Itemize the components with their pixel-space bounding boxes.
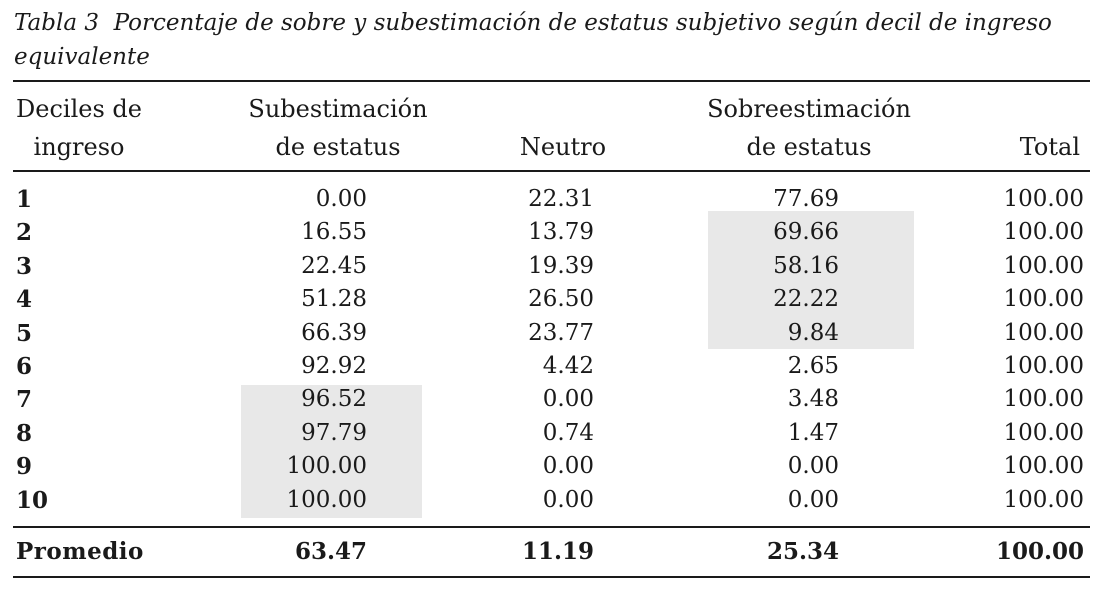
cell-total: 100.00: [1003, 319, 1084, 346]
header-sub-line1: Subestimación: [248, 95, 428, 123]
cell-neutro: 0.00: [542, 453, 594, 480]
cell-subestimacion: 16.55: [301, 219, 367, 246]
table-row: 6 92.92 4.42 2.65 100.00: [0, 350, 1100, 383]
cell-subestimacion: 0.00: [315, 186, 367, 212]
cell-sobreestimacion: 3.48: [787, 386, 839, 413]
header-neutro-label: Neutro: [519, 133, 607, 161]
cell-subestimacion: 92.92: [301, 352, 367, 379]
header-neutro: Neutro: [500, 128, 626, 166]
cell-subestimacion: 97.79: [301, 419, 367, 446]
table-row: 7 96.52 0.00 3.48 100.00: [0, 383, 1100, 416]
header-sobreestimacion: Sobreestimación de estatus: [692, 90, 926, 166]
table-row: 2 16.55 13.79 69.66 100.00: [0, 216, 1100, 249]
cell-subestimacion: 22.45: [301, 252, 367, 279]
cell-total: 100.00: [1003, 186, 1084, 212]
cell-decile: 10: [16, 486, 49, 514]
cell-subestimacion: 100.00: [286, 453, 367, 480]
table-row: 4 51.28 26.50 22.22 100.00: [0, 283, 1100, 316]
caption-text: Porcentaje de sobre y subestimación de e…: [14, 10, 1052, 70]
cell-decile: 8: [16, 419, 33, 447]
caption-label: Tabla 3: [14, 10, 100, 36]
cell-total: 100.00: [1003, 219, 1084, 246]
cell-decile: 9: [16, 453, 33, 481]
highlight-sobreestimacion: [708, 211, 914, 349]
cell-total: 100.00: [1003, 486, 1084, 513]
bottom-rule: [13, 576, 1090, 578]
header-deciles: Deciles de ingreso: [14, 90, 144, 166]
cell-decile: 5: [16, 319, 33, 347]
header-deciles-line2: ingreso: [33, 133, 125, 161]
top-rule: [13, 80, 1090, 82]
table-row: 8 97.79 0.74 1.47 100.00: [0, 417, 1100, 450]
cell-neutro: 26.50: [528, 286, 594, 313]
table-row: 1 0.00 22.31 77.69 100.00: [0, 183, 1100, 216]
cell-neutro: 23.77: [528, 319, 594, 346]
cell-neutro: 4.42: [542, 352, 594, 379]
summary-sobreestimacion: 25.34: [766, 538, 839, 565]
highlight-subestimacion: [241, 385, 422, 518]
cell-subestimacion: 66.39: [301, 319, 367, 346]
summary-label: Promedio: [16, 538, 144, 565]
table-row: 3 22.45 19.39 58.16 100.00: [0, 250, 1100, 283]
cell-sobreestimacion: 77.69: [773, 186, 839, 212]
header-subestimacion: Subestimación de estatus: [230, 90, 446, 166]
cell-total: 100.00: [1003, 252, 1084, 279]
table-row: 5 66.39 23.77 9.84 100.00: [0, 317, 1100, 350]
cell-total: 100.00: [1003, 352, 1084, 379]
cell-sobreestimacion: 22.22: [773, 286, 839, 313]
cell-total: 100.00: [1003, 386, 1084, 413]
cell-total: 100.00: [1003, 453, 1084, 480]
cell-neutro: 0.74: [542, 419, 594, 446]
header-total: Total: [990, 128, 1080, 166]
cell-total: 100.00: [1003, 286, 1084, 313]
cell-decile: 6: [16, 352, 33, 380]
cell-sobreestimacion: 9.84: [787, 319, 839, 346]
header-sob-line1: Sobreestimación: [707, 95, 911, 123]
table-row: 10 100.00 0.00 0.00 100.00: [0, 484, 1100, 517]
cell-neutro: 0.00: [542, 486, 594, 513]
cell-neutro: 19.39: [528, 252, 594, 279]
cell-decile: 4: [16, 286, 33, 314]
cell-decile: 1: [16, 186, 33, 213]
cell-neutro: 22.31: [528, 186, 594, 212]
summary-rule: [13, 526, 1090, 528]
cell-subestimacion: 96.52: [301, 386, 367, 413]
cell-subestimacion: 100.00: [286, 486, 367, 513]
table-body: 1 0.00 22.31 77.69 100.00 2 16.55 13.79 …: [0, 183, 1100, 517]
cell-sobreestimacion: 58.16: [773, 252, 839, 279]
summary-total: 100.00: [995, 538, 1084, 565]
cell-total: 100.00: [1003, 419, 1084, 446]
summary-row: Promedio 63.47 11.19 25.34 100.00: [0, 533, 1100, 571]
cell-sobreestimacion: 69.66: [773, 219, 839, 246]
cell-decile: 3: [16, 252, 33, 280]
cell-neutro: 0.00: [542, 386, 594, 413]
summary-neutro: 11.19: [521, 538, 594, 565]
cell-neutro: 13.79: [528, 219, 594, 246]
cell-decile: 2: [16, 219, 33, 247]
cell-sobreestimacion: 2.65: [787, 352, 839, 379]
header-rule: [13, 170, 1090, 172]
summary-subestimacion: 63.47: [294, 538, 367, 565]
header-deciles-line1: Deciles de: [16, 95, 142, 123]
cell-subestimacion: 51.28: [301, 286, 367, 313]
table-row: 9 100.00 0.00 0.00 100.00: [0, 450, 1100, 483]
cell-sobreestimacion: 1.47: [787, 419, 839, 446]
cell-sobreestimacion: 0.00: [787, 486, 839, 513]
header-sub-line2: de estatus: [275, 133, 401, 161]
cell-decile: 7: [16, 386, 33, 414]
table-caption: Tabla 3 Porcentaje de sobre y subestimac…: [14, 6, 1084, 74]
cell-sobreestimacion: 0.00: [787, 453, 839, 480]
header-total-label: Total: [1019, 133, 1080, 161]
header-sob-line2: de estatus: [746, 133, 872, 161]
